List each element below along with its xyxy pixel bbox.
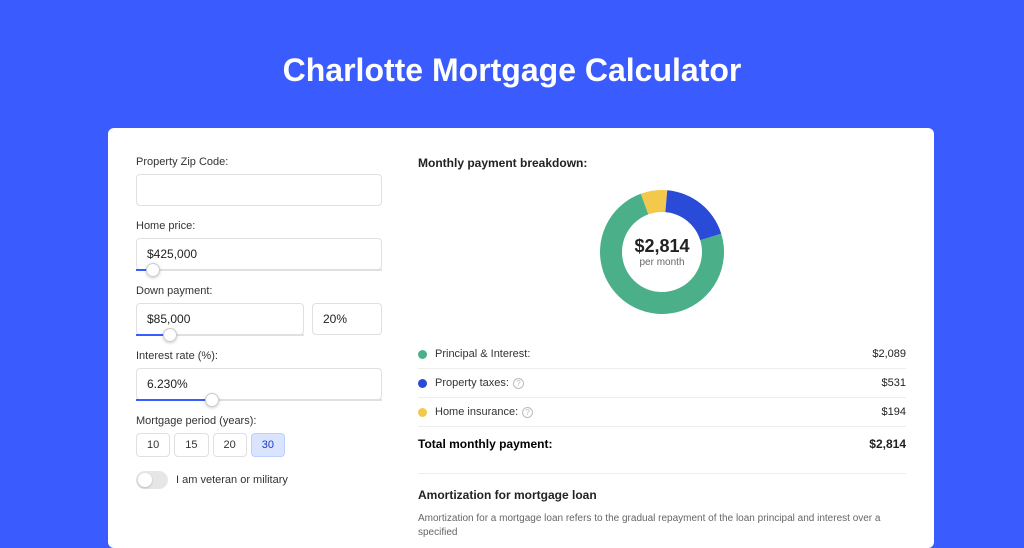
interest-rate-input[interactable] <box>136 368 382 400</box>
total-label: Total monthly payment: <box>418 437 552 451</box>
donut-center: $2,814 per month <box>592 182 732 322</box>
legend-label: Property taxes: <box>435 377 509 389</box>
page-title: Charlotte Mortgage Calculator <box>0 0 1024 115</box>
home-price-label: Home price: <box>136 220 382 232</box>
breakdown-column: Monthly payment breakdown: $2,814 per mo… <box>418 156 906 520</box>
form-column: Property Zip Code: Home price: Down paym… <box>136 156 382 520</box>
slider-thumb[interactable] <box>146 263 160 277</box>
calculator-card: Property Zip Code: Home price: Down paym… <box>108 128 934 548</box>
interest-rate-field: Interest rate (%): <box>136 350 382 401</box>
info-icon[interactable]: ? <box>513 378 524 389</box>
period-label: Mortgage period (years): <box>136 415 382 427</box>
home-price-field: Home price: <box>136 220 382 271</box>
donut-container: $2,814 per month <box>418 182 906 322</box>
slider-thumb[interactable] <box>205 393 219 407</box>
interest-rate-slider[interactable] <box>136 399 382 401</box>
period-field: Mortgage period (years): 10152030 <box>136 415 382 457</box>
zip-label: Property Zip Code: <box>136 156 382 168</box>
veteran-label: I am veteran or military <box>176 474 288 486</box>
donut-sub: per month <box>639 257 684 268</box>
home-price-input[interactable] <box>136 238 382 270</box>
down-payment-field: Down payment: <box>136 285 382 336</box>
period-options: 10152030 <box>136 433 382 457</box>
amortization-section: Amortization for mortgage loan Amortizat… <box>418 473 906 540</box>
color-swatch <box>418 379 427 388</box>
legend-value: $531 <box>882 377 906 389</box>
home-price-slider[interactable] <box>136 269 382 271</box>
legend: Principal & Interest: $2,089 Property taxe… <box>418 340 906 426</box>
legend-row: Property taxes:? $531 <box>418 368 906 397</box>
legend-label: Home insurance: <box>435 406 518 418</box>
color-swatch <box>418 350 427 359</box>
legend-row: Principal & Interest: $2,089 <box>418 340 906 368</box>
down-payment-percent-input[interactable] <box>312 303 382 335</box>
total-row: Total monthly payment: $2,814 <box>418 426 906 461</box>
info-icon[interactable]: ? <box>522 407 533 418</box>
down-payment-amount-input[interactable] <box>136 303 304 335</box>
period-option-10[interactable]: 10 <box>136 433 170 457</box>
donut-amount: $2,814 <box>634 236 689 257</box>
color-swatch <box>418 408 427 417</box>
period-option-30[interactable]: 30 <box>251 433 285 457</box>
legend-row: Home insurance:? $194 <box>418 397 906 426</box>
veteran-toggle[interactable] <box>136 471 168 489</box>
zip-field: Property Zip Code: <box>136 156 382 206</box>
down-payment-slider[interactable] <box>136 334 304 336</box>
zip-input[interactable] <box>136 174 382 206</box>
interest-rate-label: Interest rate (%): <box>136 350 382 362</box>
amortization-text: Amortization for a mortgage loan refers … <box>418 512 906 540</box>
toggle-knob <box>138 473 152 487</box>
down-payment-label: Down payment: <box>136 285 382 297</box>
legend-label: Principal & Interest: <box>435 348 530 360</box>
amortization-title: Amortization for mortgage loan <box>418 488 906 502</box>
period-option-15[interactable]: 15 <box>174 433 208 457</box>
veteran-row: I am veteran or military <box>136 471 382 489</box>
legend-value: $194 <box>882 406 906 418</box>
total-value: $2,814 <box>869 437 906 451</box>
legend-value: $2,089 <box>872 348 906 360</box>
page-root: Charlotte Mortgage Calculator Property Z… <box>0 0 1024 512</box>
breakdown-title: Monthly payment breakdown: <box>418 156 906 170</box>
slider-thumb[interactable] <box>163 328 177 342</box>
donut-chart: $2,814 per month <box>592 182 732 322</box>
period-option-20[interactable]: 20 <box>213 433 247 457</box>
